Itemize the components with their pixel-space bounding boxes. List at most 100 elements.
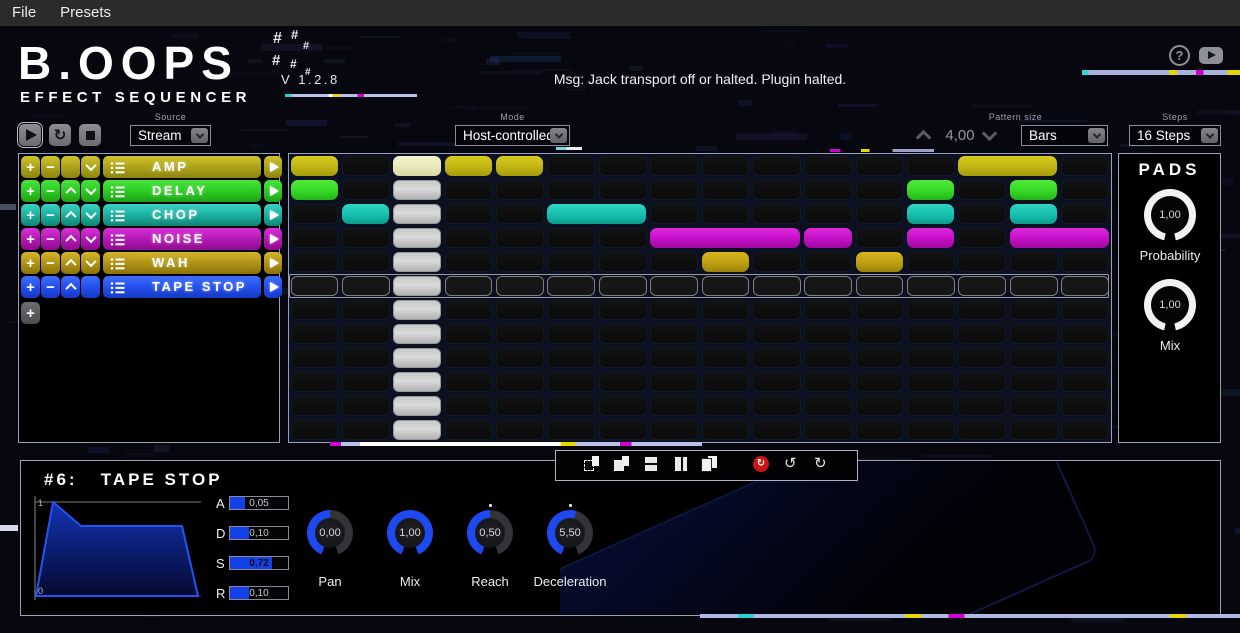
grid-cell-r6c8[interactable] xyxy=(650,275,698,296)
track-play-button[interactable] xyxy=(264,228,282,250)
grid-cell-r5c7[interactable] xyxy=(598,251,647,272)
grid-cell-r9c4[interactable] xyxy=(444,347,493,368)
grid-cell-r12c16[interactable] xyxy=(1061,419,1109,440)
grid-cell-r6c12[interactable] xyxy=(855,275,904,296)
grid-cell-r12c3[interactable] xyxy=(393,419,442,440)
grid-cell-r1c13[interactable] xyxy=(907,155,955,176)
grid-cell-r2c16[interactable] xyxy=(1061,179,1109,200)
grid-cell-r9c10[interactable] xyxy=(752,347,801,368)
grid-cell-r4c12[interactable] xyxy=(855,227,904,248)
grid-pad[interactable] xyxy=(496,156,544,176)
grid-cell-r11c1[interactable] xyxy=(290,395,339,416)
grid-cell-r7c10[interactable] xyxy=(752,299,801,320)
steps-select[interactable]: 16 Steps xyxy=(1129,125,1221,146)
remove-pad-button[interactable]: − xyxy=(41,252,60,274)
grid-cell-r10c10[interactable] xyxy=(752,371,801,392)
remove-pad-button[interactable]: − xyxy=(41,156,60,178)
grid-cell-r12c8[interactable] xyxy=(650,419,698,440)
move-down-button[interactable] xyxy=(81,276,100,298)
grid-cell-r10c7[interactable] xyxy=(598,371,647,392)
help-icon[interactable]: ? xyxy=(1169,45,1190,66)
track-play-button[interactable] xyxy=(264,252,282,274)
grid-cell-r7c8[interactable] xyxy=(650,299,698,320)
move-down-button[interactable] xyxy=(81,180,100,202)
grid-cell-r10c6[interactable] xyxy=(547,371,596,392)
grid-cell-r6c16[interactable] xyxy=(1061,275,1109,296)
grid-cell-r12c5[interactable] xyxy=(496,419,544,440)
grid-cell-r1c9[interactable] xyxy=(701,155,750,176)
grid-cell-r10c8[interactable] xyxy=(650,371,698,392)
grid-cell-r8c10[interactable] xyxy=(752,323,801,344)
grid-cell-r4c14[interactable] xyxy=(958,227,1007,248)
mix-knob[interactable]: 1,00 xyxy=(387,510,433,556)
grid-cell-r8c5[interactable] xyxy=(496,323,544,344)
grid-cell-r9c3[interactable] xyxy=(393,347,442,368)
grid-cell-r5c14[interactable] xyxy=(958,251,1007,272)
envelope-display[interactable]: 1 0 xyxy=(30,492,204,606)
grid-cell-r4c3[interactable] xyxy=(393,227,442,248)
pattern-size-select[interactable]: Bars xyxy=(1021,125,1108,146)
grid-cell-r9c2[interactable] xyxy=(341,347,390,368)
grid-pad[interactable] xyxy=(804,228,852,248)
grid-cell-r10c4[interactable] xyxy=(444,371,493,392)
grid-cell-r11c4[interactable] xyxy=(444,395,493,416)
grid-cell-r4c1[interactable] xyxy=(290,227,339,248)
stop-button[interactable] xyxy=(79,124,101,146)
grid-cell-r7c5[interactable] xyxy=(496,299,544,320)
probability-knob[interactable]: 1,00 xyxy=(1144,189,1196,241)
grid-cell-r6c4[interactable] xyxy=(444,275,493,296)
move-down-button[interactable] xyxy=(81,156,100,178)
grid-cell-r9c15[interactable] xyxy=(1009,347,1058,368)
add-pad-button[interactable]: + xyxy=(21,180,40,202)
grid-cell-r8c3[interactable] xyxy=(393,323,442,344)
grid-pad[interactable] xyxy=(1009,180,1058,200)
grid-cell-r11c12[interactable] xyxy=(855,395,904,416)
grid-cell-r3c16[interactable] xyxy=(1061,203,1109,224)
track-menu-icon[interactable] xyxy=(110,233,125,246)
grid-cell-r3c12[interactable] xyxy=(855,203,904,224)
grid-cell-r8c7[interactable] xyxy=(598,323,647,344)
grid-pad[interactable] xyxy=(444,156,492,176)
loop-button[interactable]: ↻ xyxy=(49,124,71,146)
grid-cell-r2c10[interactable] xyxy=(752,179,801,200)
grid-cell-r11c9[interactable] xyxy=(701,395,750,416)
grid-cell-r10c11[interactable] xyxy=(804,371,853,392)
deceleration-knob[interactable]: 5,50 xyxy=(547,510,593,556)
track-play-button[interactable] xyxy=(264,180,282,202)
move-down-button[interactable] xyxy=(81,204,100,226)
grid-cell-r6c6[interactable] xyxy=(547,275,596,296)
move-down-button[interactable] xyxy=(81,228,100,250)
grid-pad[interactable] xyxy=(1009,204,1058,224)
grid-cell-r8c13[interactable] xyxy=(907,323,955,344)
grid-cell-r2c2[interactable] xyxy=(341,179,390,200)
grid-cell-r7c9[interactable] xyxy=(701,299,750,320)
track-play-button[interactable] xyxy=(264,276,282,298)
grid-pad[interactable] xyxy=(393,156,441,176)
grid-cell-r2c11[interactable] xyxy=(804,179,853,200)
pan-knob[interactable]: 0,00 xyxy=(307,510,353,556)
grid-pad[interactable] xyxy=(547,204,647,224)
grid-cell-r8c11[interactable] xyxy=(804,323,853,344)
grid-cell-r5c6[interactable] xyxy=(547,251,596,272)
grid-cell-r6c2[interactable] xyxy=(341,275,390,296)
grid-cell-r8c1[interactable] xyxy=(290,323,339,344)
grid-cell-r7c7[interactable] xyxy=(598,299,647,320)
grid-cell-r10c2[interactable] xyxy=(341,371,390,392)
grid-cell-r10c5[interactable] xyxy=(496,371,544,392)
grid-pad[interactable] xyxy=(855,252,903,272)
grid-cell-r9c1[interactable] xyxy=(290,347,339,368)
grid-cell-r12c2[interactable] xyxy=(341,419,390,440)
grid-cell-r3c10[interactable] xyxy=(752,203,801,224)
grid-cell-r9c6[interactable] xyxy=(547,347,596,368)
track-name-bar[interactable]: TAPE STOP xyxy=(103,276,261,298)
move-up-button[interactable] xyxy=(61,276,80,298)
grid-cell-r10c3[interactable] xyxy=(393,371,442,392)
grid-cell-r7c15[interactable] xyxy=(1009,299,1058,320)
grid-cell-r11c15[interactable] xyxy=(1009,395,1058,416)
grid-cell-r9c13[interactable] xyxy=(907,347,955,368)
adsr-a-slider[interactable]: 0,05 xyxy=(229,496,289,510)
grid-cell-r3c11[interactable] xyxy=(804,203,853,224)
grid-cell-r5c13[interactable] xyxy=(907,251,955,272)
grid-cell-r12c1[interactable] xyxy=(290,419,339,440)
grid-cell-r5c3[interactable] xyxy=(393,251,442,272)
